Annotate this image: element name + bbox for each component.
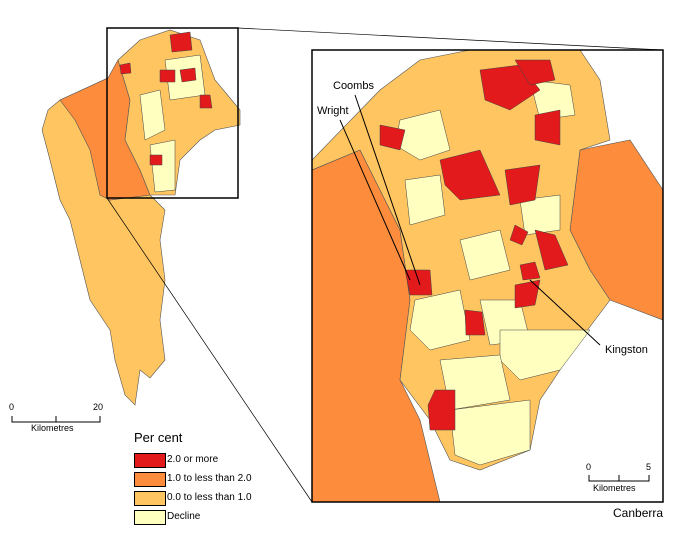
label-wright: Wright <box>317 105 349 117</box>
suburb-polygon <box>179 67 197 83</box>
suburb-polygon <box>404 269 433 296</box>
suburb-polygon <box>379 124 406 151</box>
legend-label: 0.0 to less than 1.0 <box>167 492 252 503</box>
suburb-polygon <box>529 79 576 121</box>
legend-swatch <box>134 491 166 506</box>
suburb-polygon <box>459 229 511 281</box>
legend-label: Decline <box>167 511 201 522</box>
suburb-polygon <box>514 59 556 86</box>
legend-label: 2.0 or more <box>167 454 219 465</box>
suburb-polygon <box>159 69 176 83</box>
label-coombs: Coombs <box>333 80 374 92</box>
label-kingston: Kingston <box>605 344 648 356</box>
suburb-polygon <box>149 154 163 166</box>
suburb-polygon <box>404 174 446 226</box>
suburb-polygon <box>427 389 456 431</box>
suburb-polygon <box>449 399 531 466</box>
suburb-polygon <box>509 224 529 246</box>
suburb-polygon <box>119 62 132 75</box>
scale-inset-end: 5 <box>646 462 652 472</box>
suburb-polygon <box>464 309 486 336</box>
legend-label: 1.0 to less than 2.0 <box>167 473 252 484</box>
suburb-polygon <box>169 31 193 53</box>
suburb-polygon <box>504 164 541 206</box>
legend-swatch <box>134 472 166 487</box>
suburb-polygon <box>139 89 166 141</box>
suburb-polygon <box>409 289 471 351</box>
suburb-polygon <box>534 229 569 271</box>
legend-title: Per cent <box>134 430 183 445</box>
suburb-polygon <box>199 94 213 109</box>
scale-bar-inset <box>588 475 650 482</box>
scale-main-end: 20 <box>93 402 104 412</box>
suburb-polygon <box>519 261 541 281</box>
act-region-south <box>41 77 166 406</box>
scale-main-unit: Kilometres <box>31 423 74 433</box>
scale-inset-unit: Kilometres <box>593 483 636 493</box>
legend-swatch <box>134 510 166 525</box>
inset-frame <box>311 49 664 503</box>
legend-swatch <box>134 453 166 468</box>
scale-inset-start: 0 <box>586 462 592 472</box>
scale-main-start: 0 <box>9 402 15 412</box>
suburb-polygon <box>519 194 561 236</box>
suburb-polygon <box>439 149 501 201</box>
suburb-polygon <box>534 109 561 146</box>
inset-extent-box <box>106 27 239 199</box>
inset-title: Canberra <box>613 506 664 520</box>
scale-bar-main <box>11 416 101 423</box>
suburb-polygon <box>149 139 176 193</box>
